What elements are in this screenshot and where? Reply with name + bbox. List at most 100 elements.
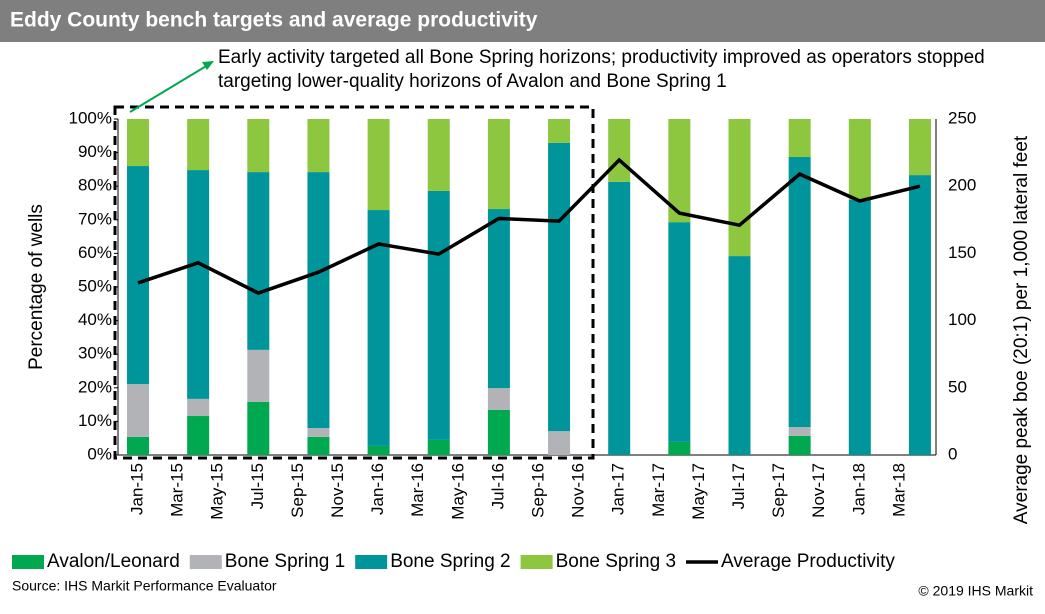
title-bar (0, 0, 1045, 42)
y-axis-label: Percentage of wells (26, 204, 47, 370)
bar (668, 441, 691, 455)
bar (367, 119, 390, 211)
y-tick-label: 100% (69, 108, 112, 127)
x-tick-label: Sep-17 (769, 463, 788, 518)
bar (548, 142, 571, 432)
bar (668, 119, 691, 223)
x-tick-label: Jan-17 (609, 463, 628, 515)
bar (247, 349, 270, 402)
bar (247, 401, 270, 455)
bar (608, 119, 631, 182)
y2-tick-label: 200 (948, 176, 976, 195)
bar (187, 119, 210, 171)
bar (668, 222, 691, 442)
bar (307, 172, 330, 429)
legend-swatch (189, 555, 222, 569)
x-tick-label: Jan-15 (127, 463, 146, 515)
y2-tick-label: 150 (948, 243, 976, 262)
y-tick-label: 80% (78, 176, 112, 195)
x-tick-label: Mar-18 (889, 463, 908, 517)
x-tick-label: Jul-15 (248, 463, 267, 509)
y-tick-label: 20% (78, 377, 112, 396)
bar (608, 181, 631, 455)
bar (427, 190, 450, 440)
bar (487, 388, 510, 410)
bar (487, 209, 510, 389)
legend-swatch (355, 555, 388, 569)
bar (908, 175, 931, 455)
bar (548, 119, 571, 143)
x-tick-label: Jan-18 (849, 463, 868, 515)
x-tick-label: Mar-15 (168, 463, 187, 517)
bar (487, 409, 510, 455)
bar (367, 445, 390, 455)
bar (728, 119, 751, 257)
y-tick-label: 70% (78, 209, 112, 228)
bar (908, 119, 931, 176)
bar (487, 119, 510, 210)
y2-tick-label: 100 (948, 310, 976, 329)
legend-label: Average Productivity (721, 551, 895, 572)
bar (127, 119, 149, 167)
annotation-box: Early activity targeted all Bone Spring … (218, 47, 985, 92)
highlight-box (113, 105, 595, 460)
bar (427, 119, 450, 191)
bar (127, 436, 149, 455)
bar (548, 431, 571, 455)
x-tick-label: Jan-16 (368, 463, 387, 515)
y-tick-label: 40% (78, 310, 112, 329)
legend-label: Avalon/Leonard (47, 551, 180, 572)
y2-tick-label: 250 (948, 108, 976, 127)
legend-label: Bone Spring 1 (225, 551, 345, 572)
y2-tick-label: 50 (948, 377, 967, 396)
legend-swatch (12, 555, 44, 569)
bar (788, 119, 811, 157)
y-tick-label: 60% (78, 243, 112, 262)
bar (127, 166, 149, 385)
source: Source: IHS Markit Performance Evaluator (12, 578, 277, 594)
x-tick-label: Jul-16 (488, 463, 507, 509)
y2-tick-label: 0 (948, 444, 957, 463)
y-tick-label: 90% (78, 142, 112, 161)
x-tick-label: May-17 (689, 463, 708, 520)
y-tick-label: 10% (78, 411, 112, 430)
arrow-head (202, 61, 214, 70)
bar (247, 172, 270, 350)
line (137, 157, 921, 295)
x-tick-label: Jul-17 (729, 463, 748, 509)
bar (788, 156, 811, 428)
bar (187, 170, 210, 399)
legend-label: Bone Spring 2 (390, 551, 510, 572)
x-tick-label: May-16 (448, 463, 467, 520)
bar (307, 436, 330, 455)
x-tick-label: Nov-17 (809, 463, 828, 518)
legend-label: Bone Spring 3 (556, 551, 676, 572)
x-tick-label: Sep-16 (528, 463, 547, 518)
x-tick-label: Mar-16 (408, 463, 427, 517)
bar (788, 435, 811, 455)
y2-axis-label: Average peak boe (20:1) per 1,000 latera… (1011, 135, 1032, 524)
bar (187, 398, 210, 417)
chart-title: Eddy County bench targets and average pr… (10, 9, 538, 32)
x-tick-label: May-15 (208, 463, 227, 520)
annotation: Early activity targeted all Bone Spring … (218, 47, 985, 92)
x-tick-label: Nov-16 (569, 463, 588, 518)
x-tick-label: Nov-15 (328, 463, 347, 518)
bar (127, 384, 149, 437)
copyright: © 2019 IHS Markit (918, 583, 1033, 599)
x-tick-label: Sep-15 (288, 463, 307, 518)
bar (367, 210, 390, 446)
y-tick-label: 30% (78, 344, 112, 363)
x-tick-label: Mar-17 (649, 463, 668, 517)
y-tick-label: 0% (87, 444, 112, 463)
bar (307, 119, 330, 173)
legend-swatch (520, 555, 553, 569)
bar (247, 119, 270, 173)
y-tick-label: 50% (78, 276, 112, 295)
bar (788, 427, 811, 436)
arrow (129, 64, 209, 113)
bar (848, 199, 871, 455)
bar (307, 428, 330, 437)
bar (187, 416, 210, 455)
